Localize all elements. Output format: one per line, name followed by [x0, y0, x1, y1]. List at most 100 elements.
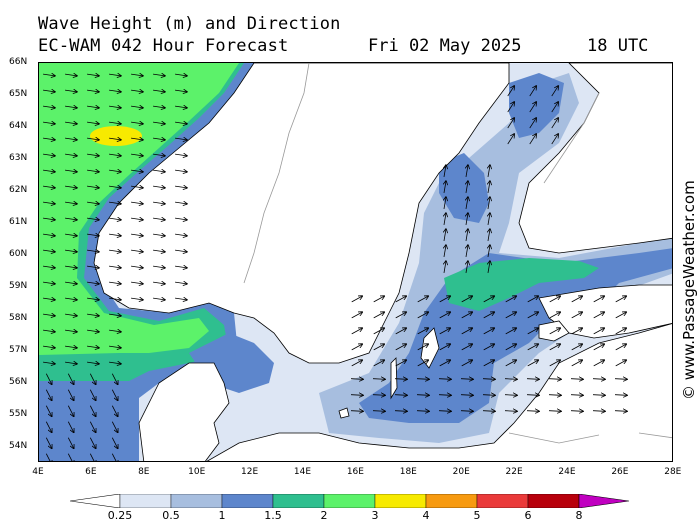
- wave-arrow: [89, 373, 95, 385]
- wave-arrow: [483, 360, 495, 367]
- wave-arrow: [111, 389, 117, 401]
- national-borders: [243, 63, 672, 444]
- wave-arrow: [43, 234, 55, 236]
- wave-arrow: [109, 266, 121, 268]
- wave-arrow: [153, 122, 165, 124]
- wave-arrow: [175, 234, 187, 236]
- wave-arrow: [395, 360, 407, 367]
- wave-arrow: [482, 411, 495, 412]
- wave-arrow: [65, 90, 77, 92]
- wave-arrow: [65, 218, 77, 220]
- wave-arrow: [65, 282, 77, 284]
- scale-label: 1: [218, 509, 226, 522]
- wave-arrow: [460, 411, 473, 412]
- wave-arrow: [109, 282, 121, 284]
- wave-arrow: [89, 437, 95, 449]
- wave-arrow: [175, 250, 187, 252]
- wave-arrow: [549, 296, 561, 303]
- wave-arrow: [43, 106, 55, 108]
- wave-arrow: [592, 379, 605, 380]
- north-sea-green: [39, 63, 239, 355]
- wave-arrow: [45, 437, 51, 449]
- wave-arrow: [131, 90, 143, 92]
- credit-text: © www.PassageWeather.com: [680, 180, 698, 400]
- wave-arrow: [65, 266, 77, 268]
- wave-arrow: [438, 411, 451, 412]
- wave-arrow: [527, 296, 539, 303]
- wave-arrow: [43, 154, 55, 156]
- wave-arrow: [526, 379, 539, 380]
- wave-arrow: [109, 346, 121, 348]
- wave-arrow: [87, 74, 99, 76]
- wave-arrow: [43, 90, 55, 92]
- wave-arrow: [444, 197, 446, 209]
- wave-arrow: [65, 202, 77, 204]
- wave-arrow: [615, 328, 627, 335]
- wave-arrow: [109, 362, 121, 364]
- wave-arrow: [131, 170, 143, 172]
- wave-arrow: [43, 314, 55, 316]
- wave-arrow: [549, 360, 561, 367]
- wave-arrow: [439, 360, 451, 367]
- wave-arrow: [65, 346, 77, 348]
- wave-arrow: [395, 344, 407, 351]
- wave-arrow: [45, 421, 51, 433]
- wave-arrow: [109, 314, 121, 316]
- wave-arrow: [65, 234, 77, 236]
- wave-arrow: [416, 379, 429, 380]
- lon-label: 22E: [505, 467, 523, 477]
- wave-arrow: [43, 282, 55, 284]
- wave-arrow: [175, 186, 187, 188]
- wave-arrow: [444, 261, 446, 273]
- wave-arrow: [461, 344, 473, 351]
- wave-arrow: [131, 282, 143, 284]
- lat-label: 59N: [9, 281, 28, 291]
- wave-arrow: [483, 312, 495, 319]
- gulf-of-finland-high: [444, 258, 599, 311]
- wave-arrow: [529, 86, 536, 97]
- wave-arrow: [109, 90, 121, 92]
- map-title: Wave Height (m) and Direction: [38, 14, 341, 34]
- color-scale: [70, 494, 630, 508]
- wave-arrow: [439, 344, 451, 351]
- wave-arrow: [175, 154, 187, 156]
- wave-arrow: [444, 181, 446, 193]
- wave-arrow: [43, 250, 55, 252]
- wave-arrow: [395, 328, 407, 335]
- wave-arrow: [153, 170, 165, 172]
- wave-arrow: [65, 138, 77, 140]
- wave-arrow: [615, 344, 627, 351]
- wave-arrow: [593, 296, 605, 303]
- wave-arrow: [131, 106, 143, 108]
- wave-arrow: [593, 344, 605, 351]
- wave-arrow: [444, 213, 446, 225]
- wave-arrow: [505, 360, 517, 367]
- lat-label: 57N: [9, 345, 28, 355]
- wave-arrow: [483, 344, 495, 351]
- wave-arrow: [438, 379, 451, 380]
- wave-arrow: [482, 379, 495, 380]
- wave-arrow: [89, 405, 95, 417]
- lon-label: 24E: [558, 467, 576, 477]
- wave-arrow: [488, 261, 490, 273]
- wave-arrow: [43, 122, 55, 124]
- wave-arrow: [153, 186, 165, 188]
- wave-arrow: [89, 389, 95, 401]
- map-subtitle: EC-WAM 042 Hour Forecast: [38, 36, 289, 56]
- wave-arrow: [111, 421, 117, 433]
- wave-arrow: [483, 328, 495, 335]
- wave-arrow: [483, 296, 495, 303]
- wave-arrow: [153, 266, 165, 268]
- bothnian-sea-mid: [439, 153, 489, 223]
- wave-arrow: [175, 170, 187, 172]
- lon-label: 4E: [32, 467, 44, 477]
- wave-arrow: [45, 405, 51, 417]
- scale-bin-5: [323, 494, 376, 508]
- wave-arrow: [131, 122, 143, 124]
- wave-arrow: [87, 154, 99, 156]
- wave-arrow: [45, 373, 51, 385]
- wave-arrow: [175, 138, 187, 140]
- scale-bin-8: [476, 494, 529, 508]
- lat-label: 64N: [9, 121, 28, 131]
- wave-arrow: [505, 344, 517, 351]
